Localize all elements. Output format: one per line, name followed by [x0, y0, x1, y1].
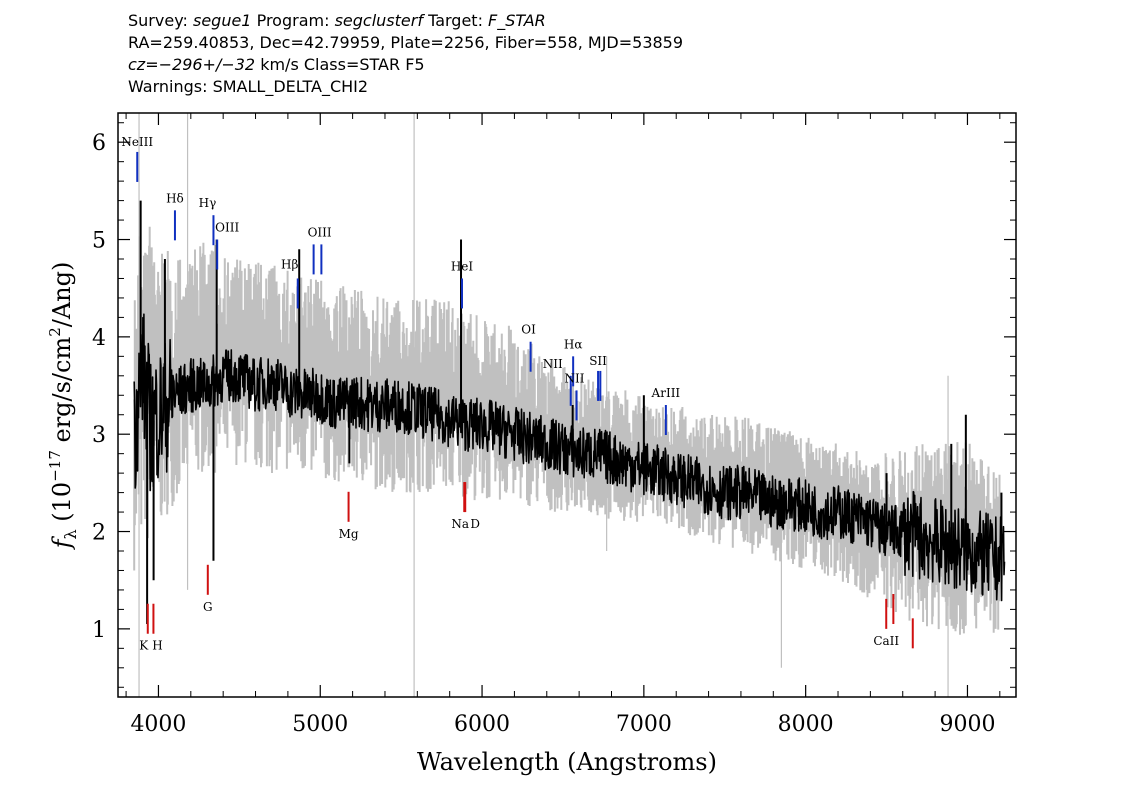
emission-line-label: NeIII — [121, 135, 153, 149]
absorption-line-label: CaII — [873, 634, 899, 648]
y-tick-label: 5 — [92, 229, 106, 254]
absorption-line-label: D — [470, 517, 480, 531]
header-line-warnings: Warnings: SMALL_DELTA_CHI2 — [128, 77, 369, 96]
absorption-line-label: Na — [451, 517, 469, 531]
emission-line-label: NII — [565, 371, 585, 385]
y-title-exponent: −17 — [46, 450, 64, 482]
axis-ticks-layer: 4000 5000 6000 7000 8000 9000 1 2 3 4 5 6 — [92, 113, 1016, 737]
y-title-subscript: λ — [61, 529, 80, 539]
y-tick-label: 6 — [92, 131, 106, 156]
y-tick-label: 2 — [92, 521, 106, 546]
x-axis-title: Wavelength (Angstroms) — [417, 748, 717, 776]
target-label: Target: — [428, 11, 483, 30]
y-title-part: erg/s/cm — [48, 337, 76, 451]
emission-line-label: SII — [589, 354, 607, 368]
absorption-line-label: G — [203, 600, 213, 614]
emission-line-label: Hα — [564, 337, 583, 351]
emission-line-label: NII — [543, 357, 563, 371]
class-value: km/s Class=STAR F5 — [255, 55, 425, 74]
x-tick-label: 9000 — [939, 712, 995, 737]
emission-line-label: OIII — [215, 221, 239, 235]
emission-line-label: OIII — [308, 225, 332, 239]
program-value: segclusterf — [334, 11, 423, 30]
y-title-exponent: 2 — [46, 327, 64, 337]
y-title-part: /Ang) — [48, 262, 76, 328]
y-tick-label: 3 — [92, 423, 106, 448]
flux-series — [133, 313, 1006, 602]
absorption-line-label: Mg — [339, 527, 359, 541]
absorption-line-label: K — [139, 639, 149, 653]
header-line-survey: Survey: segue1 Program: segclusterf Targ… — [128, 10, 683, 32]
emission-line-label: Hδ — [166, 191, 184, 205]
emission-line-label: ArIII — [651, 386, 681, 400]
survey-value: segue1 — [192, 11, 252, 30]
y-title-part: (10 — [48, 482, 76, 530]
header-line-coordinates: RA=259.40853, Dec=42.79959, Plate=2256, … — [128, 33, 684, 52]
spectrum-header: Survey: segue1 Program: segclusterf Targ… — [128, 10, 683, 98]
survey-label: Survey: — [128, 11, 188, 30]
y-tick-label: 4 — [92, 326, 106, 351]
emission-line-label: Hβ — [281, 257, 298, 271]
plot-frame — [117, 112, 1017, 698]
target-value: F_STAR — [488, 11, 546, 30]
program-label: Program: — [256, 11, 330, 30]
cz-value: cz=−296+/−32 — [128, 55, 256, 74]
flux-layer — [133, 200, 1006, 624]
emission-line-label: Hγ — [199, 196, 217, 210]
x-tick-label: 8000 — [778, 712, 834, 737]
y-axis-title: fλ (10−17 erg/s/cm2/Ang) — [46, 262, 80, 551]
absorption-line-label: H — [152, 639, 162, 653]
error-band — [133, 226, 1001, 635]
x-tick-label: 4000 — [130, 712, 186, 737]
x-tick-label: 7000 — [616, 712, 672, 737]
error-band-layer — [133, 113, 1001, 697]
emission-line-label: OI — [521, 323, 536, 337]
emission-line-label: HeI — [451, 259, 474, 273]
y-tick-label: 1 — [92, 618, 106, 643]
x-tick-label: 6000 — [454, 712, 510, 737]
header-line-redshift: cz=−296+/−32 km/s Class=STAR F5 — [128, 54, 683, 76]
x-tick-label: 5000 — [292, 712, 348, 737]
